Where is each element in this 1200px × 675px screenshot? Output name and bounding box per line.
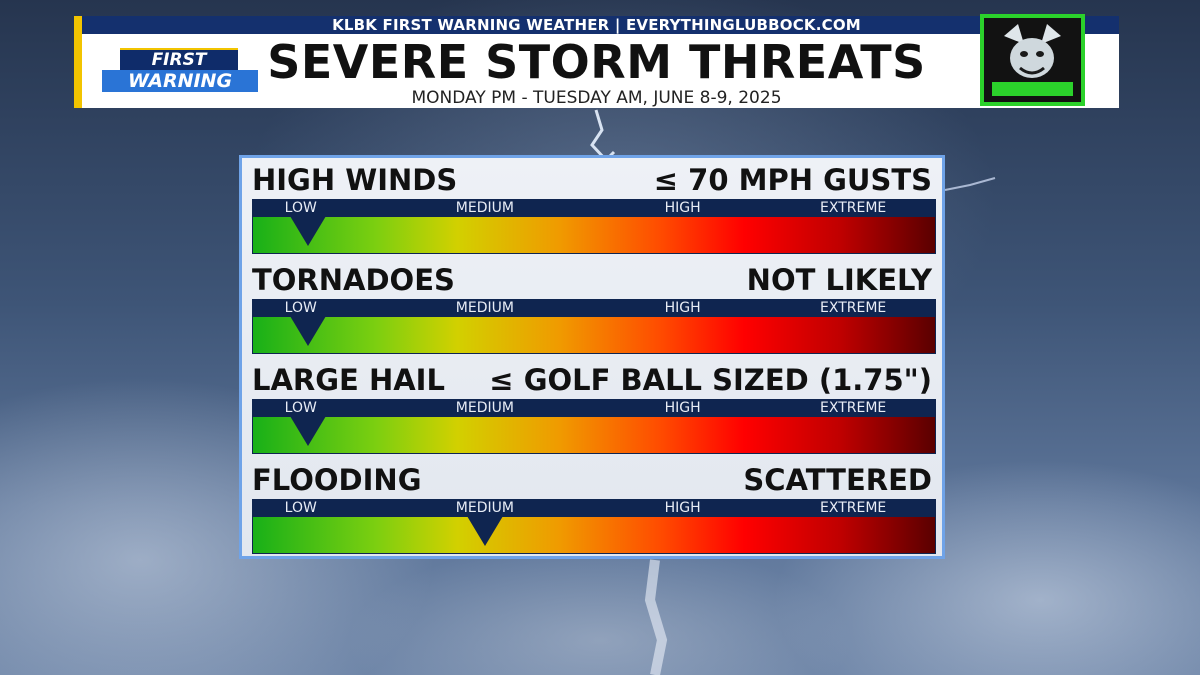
threat-gradient-bar — [253, 517, 935, 553]
threat-scale: LOW MEDIUM HIGH EXTREME — [252, 199, 936, 254]
threat-label: FLOODING — [252, 463, 422, 497]
scale-label: MEDIUM — [455, 200, 514, 216]
scale-label: LOW — [284, 400, 317, 416]
threat-row: HIGH WINDS ≤ 70 MPH GUSTS LOW MEDIUM HIGH EXT… — [252, 162, 936, 260]
threat-detail: ≤ GOLF BALL SIZED (1.75") — [489, 363, 932, 397]
page-subtitle: MONDAY PM - TUESDAY AM, JUNE 8-9, 2025 — [411, 88, 782, 108]
scale-label: EXTREME — [820, 500, 887, 516]
threat-scale: LOW MEDIUM HIGH EXTREME — [252, 499, 936, 554]
scale-labels: LOW MEDIUM HIGH EXTREME — [253, 200, 935, 217]
threat-label: HIGH WINDS — [252, 163, 458, 197]
logo-warning-text: WARNING — [102, 70, 258, 92]
page-title: SEVERE STORM THREATS — [267, 35, 926, 89]
threat-gradient-bar — [253, 317, 935, 353]
scale-label: LOW — [284, 200, 317, 216]
scale-label: EXTREME — [820, 300, 887, 316]
scale-label: MEDIUM — [455, 400, 514, 416]
threat-label: TORNADOES — [252, 263, 455, 297]
threat-level-marker — [466, 516, 503, 546]
scale-label: EXTREME — [820, 400, 887, 416]
threat-level-marker — [289, 316, 326, 346]
threat-panel: HIGH WINDS ≤ 70 MPH GUSTS LOW MEDIUM HIGH EXT… — [239, 155, 945, 559]
first-warning-logo: FIRST WARNING — [102, 48, 258, 92]
header-banner: KLBK FIRST WARNING WEATHER | EVERYTHINGL… — [74, 16, 1119, 34]
scale-labels: LOW MEDIUM HIGH EXTREME — [253, 400, 935, 417]
accent-stripe — [74, 16, 82, 108]
scale-label: EXTREME — [820, 200, 887, 216]
scale-label: HIGH — [664, 500, 701, 516]
threat-row: TORNADOES NOT LIKELY LOW MEDIUM HIGH EXTREME — [252, 262, 936, 360]
scale-label: LOW — [284, 500, 317, 516]
threat-label: LARGE HAIL — [252, 363, 445, 397]
threat-level-marker — [289, 416, 326, 446]
scale-labels: LOW MEDIUM HIGH EXTREME — [253, 500, 935, 517]
threat-level-marker — [289, 216, 326, 246]
threat-scale: LOW MEDIUM HIGH EXTREME — [252, 299, 936, 354]
threat-row: LARGE HAIL ≤ GOLF BALL SIZED (1.75") LOW ME… — [252, 362, 936, 460]
scale-label: HIGH — [664, 400, 701, 416]
threat-row: FLOODING SCATTERED LOW MEDIUM HIGH EXTREME — [252, 462, 936, 560]
threat-detail: SCATTERED — [743, 463, 932, 497]
mascot-logo — [980, 14, 1085, 106]
scale-label: MEDIUM — [455, 500, 514, 516]
scale-label: LOW — [284, 300, 317, 316]
scale-label: MEDIUM — [455, 300, 514, 316]
scale-label: HIGH — [664, 200, 701, 216]
scale-label: HIGH — [664, 300, 701, 316]
threat-detail: NOT LIKELY — [746, 263, 932, 297]
threat-scale: LOW MEDIUM HIGH EXTREME — [252, 399, 936, 454]
threat-gradient-bar — [253, 417, 935, 453]
logo-first-text: FIRST — [120, 48, 238, 70]
mascot-icon — [984, 18, 1081, 102]
scale-labels: LOW MEDIUM HIGH EXTREME — [253, 300, 935, 317]
threat-gradient-bar — [253, 217, 935, 253]
threat-detail: ≤ 70 MPH GUSTS — [653, 163, 932, 197]
